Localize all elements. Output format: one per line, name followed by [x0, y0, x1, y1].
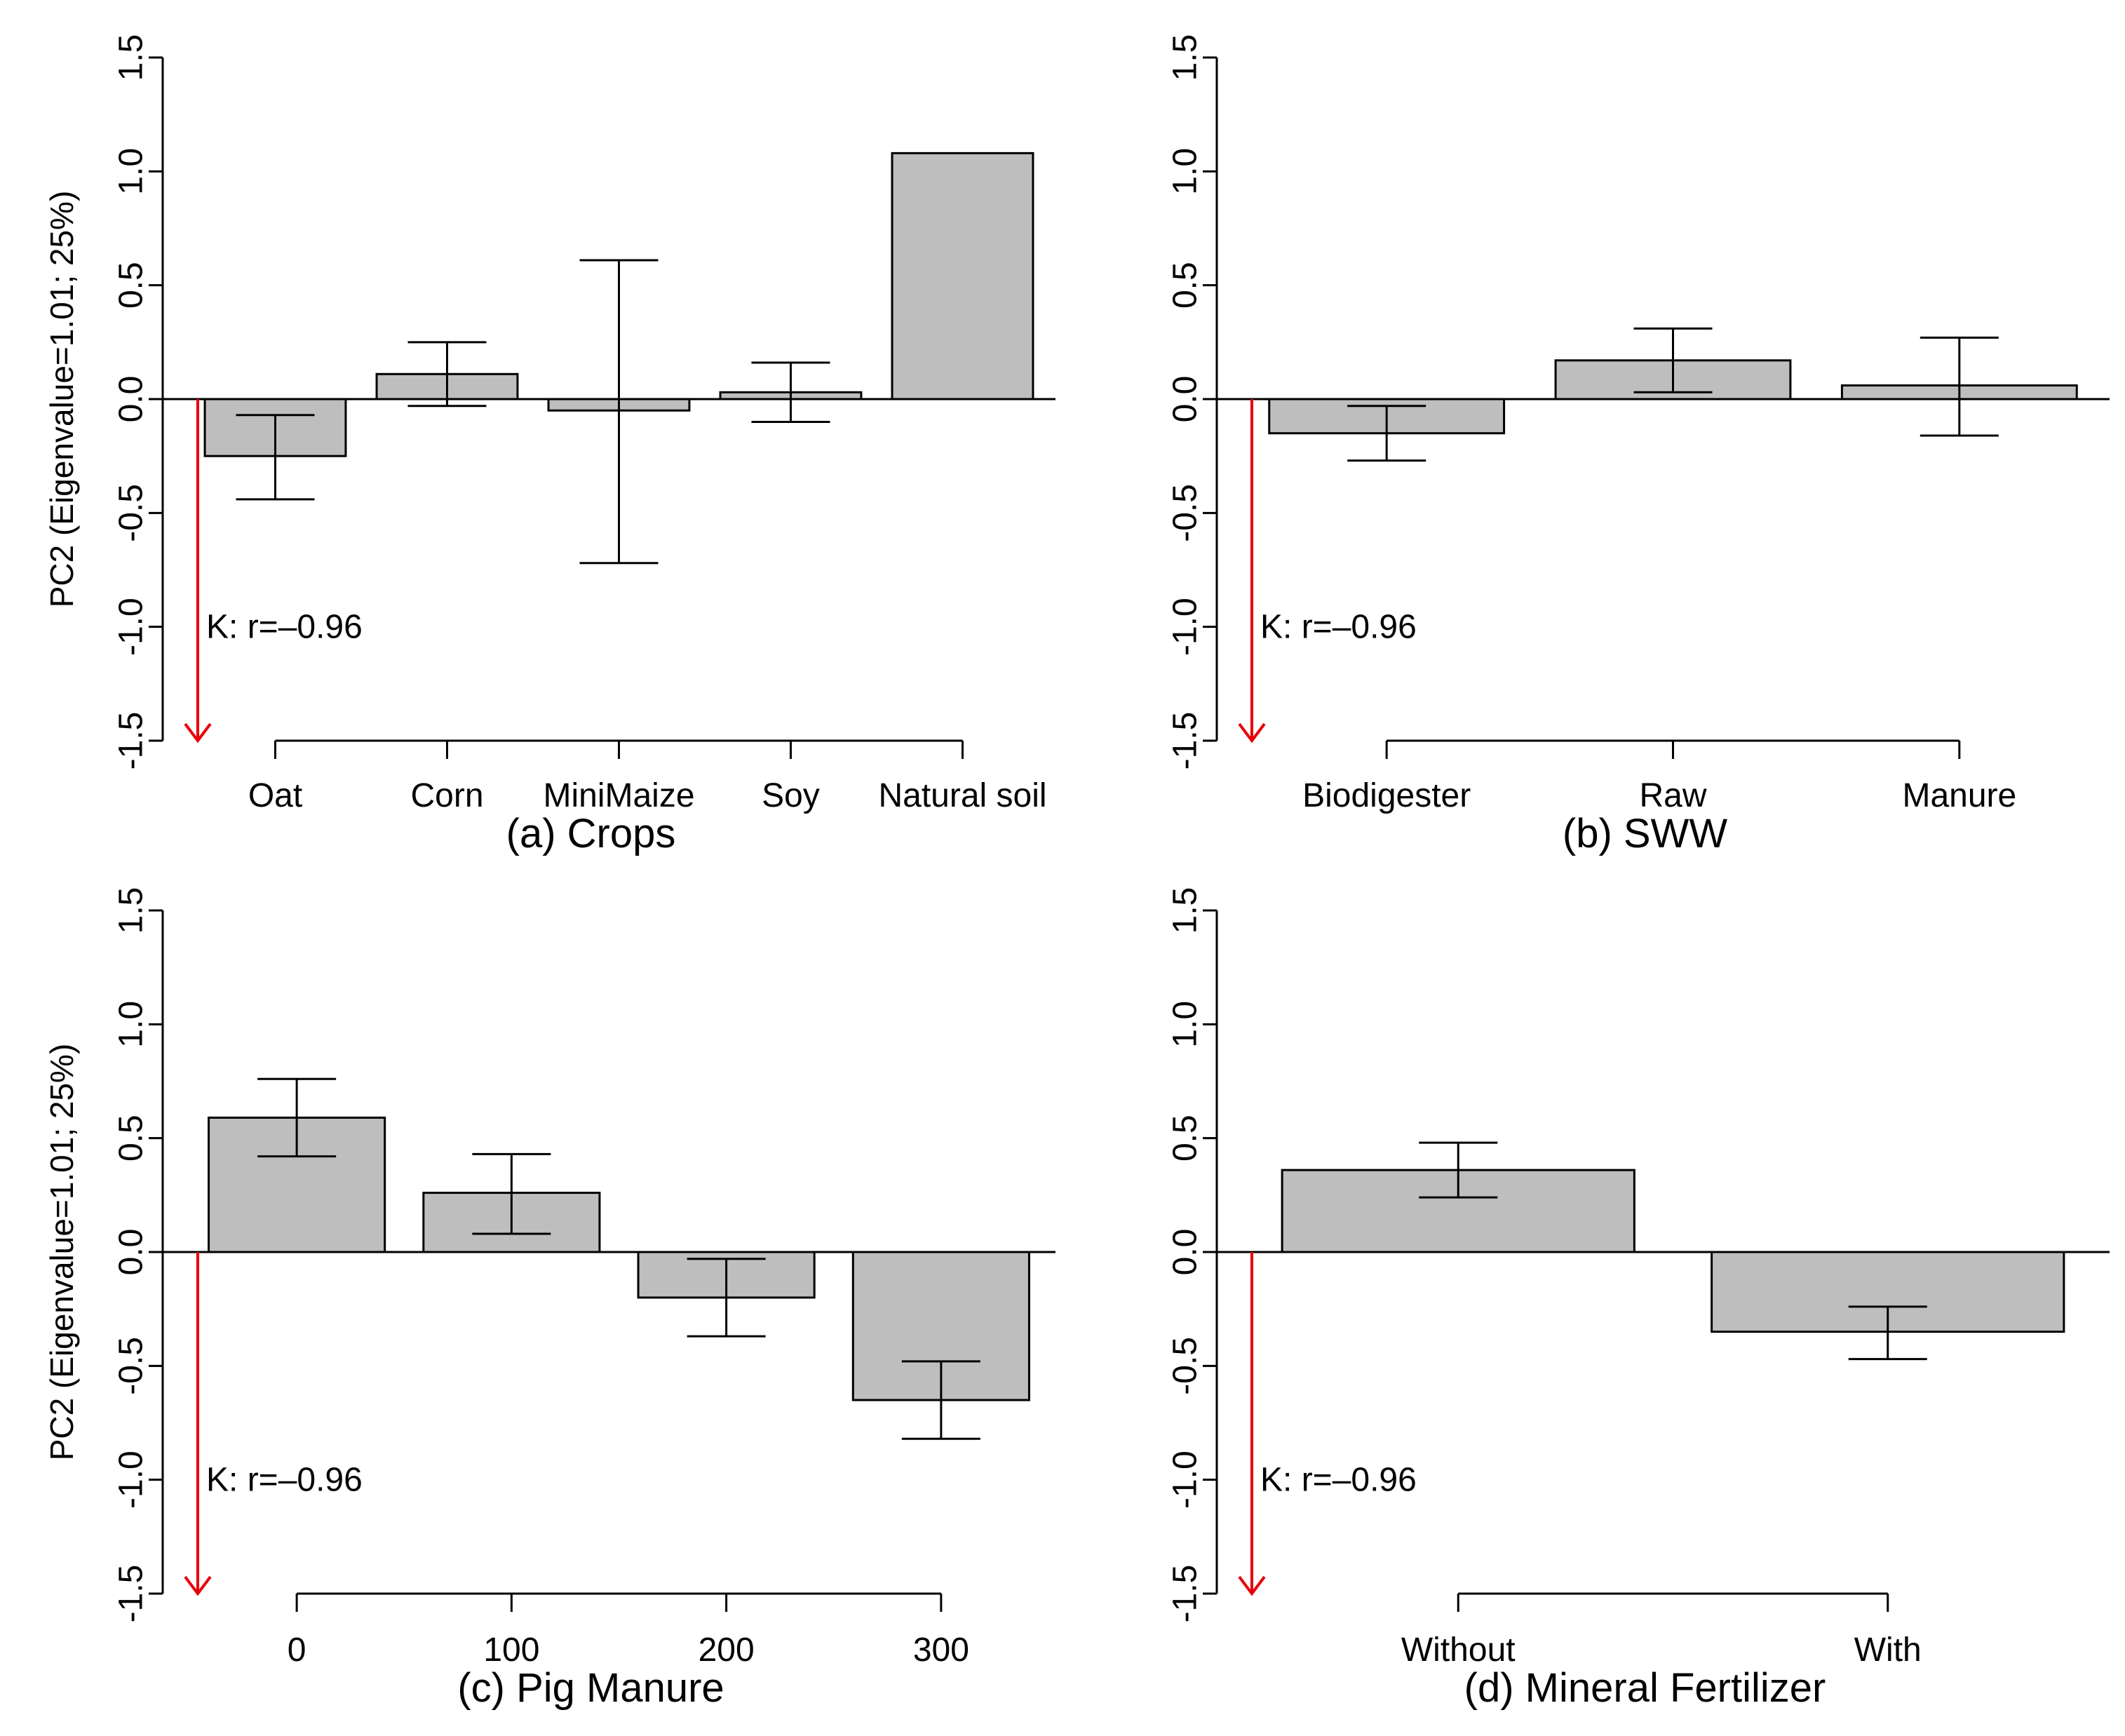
y-tick-label: -0.5 [1167, 1337, 1204, 1395]
error-bar [1347, 405, 1426, 462]
y-tick-label: 1.5 [1167, 887, 1204, 934]
loading-arrow-head [1238, 1575, 1266, 1596]
error-bar [687, 1258, 766, 1338]
y-tick-label: 1.0 [113, 148, 150, 195]
x-tick-label: Raw [1639, 777, 1706, 814]
error-bar [472, 1152, 551, 1235]
y-tick-label: 1.5 [113, 34, 150, 81]
error-bar [1633, 327, 1713, 393]
panel-title: (b) SWW [1563, 811, 1727, 856]
x-tick-label: Biodigester [1302, 777, 1471, 814]
y-tick-label: -1.0 [1167, 598, 1204, 656]
error-bar [407, 341, 487, 408]
error-bar [236, 414, 315, 501]
y-tick-label: 0.5 [1167, 262, 1204, 309]
panel-title: (a) Crops [506, 811, 676, 856]
chart-panel-4: -1.5 -1.0 -0.5 0.0 0.5 1.0 1.5 Without With K: r=… [1167, 887, 2110, 1711]
y-tick-label: 0.0 [1167, 1229, 1204, 1276]
panel-title: (c) Pig Manure [457, 1665, 724, 1711]
y-tick-label: 1.0 [1167, 148, 1204, 195]
chart-panel-1: -1.5 -1.0 -0.5 0.0 0.5 1.0 1.5 PC2 (Eigenvalue=… [43, 34, 1055, 856]
x-tick-label: Corn [410, 777, 483, 814]
error-bar [257, 1077, 337, 1158]
y-tick-label: -1.5 [1167, 712, 1204, 770]
y-tick-label: -0.5 [113, 484, 150, 542]
x-tick-label: MiniMaize [543, 777, 694, 814]
x-tick-label: 300 [913, 1631, 969, 1669]
y-tick-label: -0.5 [1167, 484, 1204, 542]
loading-arrow-head [184, 722, 212, 743]
y-axis-label: PC2 (Eigenvalue=1.01; 25%) [43, 191, 80, 608]
x-tick-label: Oat [248, 777, 302, 814]
x-tick-label: Soy [762, 777, 820, 814]
arrow-label: K: r=–0.96 [206, 1462, 363, 1499]
y-tick-label: 1.0 [113, 1001, 150, 1048]
arrow-label: K: r=–0.96 [1260, 609, 1417, 646]
x-tick-label: 0 [288, 1631, 306, 1669]
y-tick-label: -1.5 [1167, 1565, 1204, 1623]
loading-arrow-head [1238, 722, 1266, 743]
y-tick-label: 1.5 [1167, 34, 1204, 81]
y-tick-label: 0.5 [1167, 1115, 1204, 1162]
error-bar [1920, 336, 1999, 437]
x-tick-label: 200 [699, 1631, 755, 1669]
error-bar [901, 1360, 980, 1440]
error-bar [579, 259, 659, 565]
arrow-label: K: r=–0.96 [1260, 1462, 1417, 1499]
y-tick-label: 1.5 [113, 887, 150, 934]
y-tick-label: -1.5 [113, 712, 150, 770]
x-tick-label: 100 [483, 1631, 539, 1669]
y-tick-label: -1.0 [113, 598, 150, 656]
chart-panel-3: -1.5 -1.0 -0.5 0.0 0.5 1.0 1.5 PC2 (Eigenvalue=… [43, 887, 1055, 1711]
error-bar [751, 361, 830, 423]
y-tick-label: -1.0 [1167, 1451, 1204, 1509]
y-tick-label: 0.0 [113, 1229, 150, 1276]
y-tick-label: 0.0 [113, 376, 150, 423]
error-bar [1848, 1305, 1927, 1361]
x-tick-label: Natural soil [878, 777, 1046, 814]
loading-arrow-head [184, 1575, 212, 1596]
y-tick-label: 0.5 [113, 262, 150, 309]
panel-title: (d) Mineral Fertilizer [1464, 1665, 1826, 1711]
x-tick-label: With [1854, 1631, 1922, 1669]
y-tick-label: 0.0 [1167, 376, 1204, 423]
arrow-label: K: r=–0.96 [206, 609, 363, 646]
y-axis-label: PC2 (Eigenvalue=1.01; 25%) [43, 1044, 80, 1461]
y-tick-label: -1.0 [113, 1451, 150, 1509]
y-tick-label: 0.5 [113, 1115, 150, 1162]
error-bar [1419, 1141, 1498, 1199]
bar-natural-soil [891, 152, 1034, 401]
y-tick-label: 1.0 [1167, 1001, 1204, 1048]
x-tick-label: Without [1401, 1631, 1516, 1669]
x-tick-label: Manure [1902, 777, 2016, 814]
chart-panel-2: -1.5 -1.0 -0.5 0.0 0.5 1.0 1.5 Biodigester Raw Ma… [1167, 34, 2110, 856]
y-tick-label: -1.5 [113, 1565, 150, 1623]
y-tick-label: -0.5 [113, 1337, 150, 1395]
